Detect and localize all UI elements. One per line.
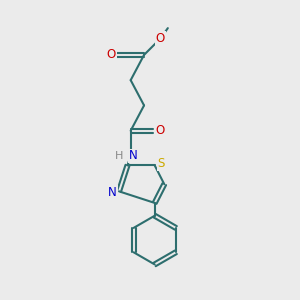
- Text: N: N: [108, 186, 117, 199]
- Text: O: O: [155, 124, 164, 137]
- Text: O: O: [107, 48, 116, 62]
- Text: S: S: [158, 158, 165, 170]
- Text: N: N: [129, 149, 137, 162]
- Text: O: O: [156, 32, 165, 45]
- Text: H: H: [115, 151, 124, 161]
